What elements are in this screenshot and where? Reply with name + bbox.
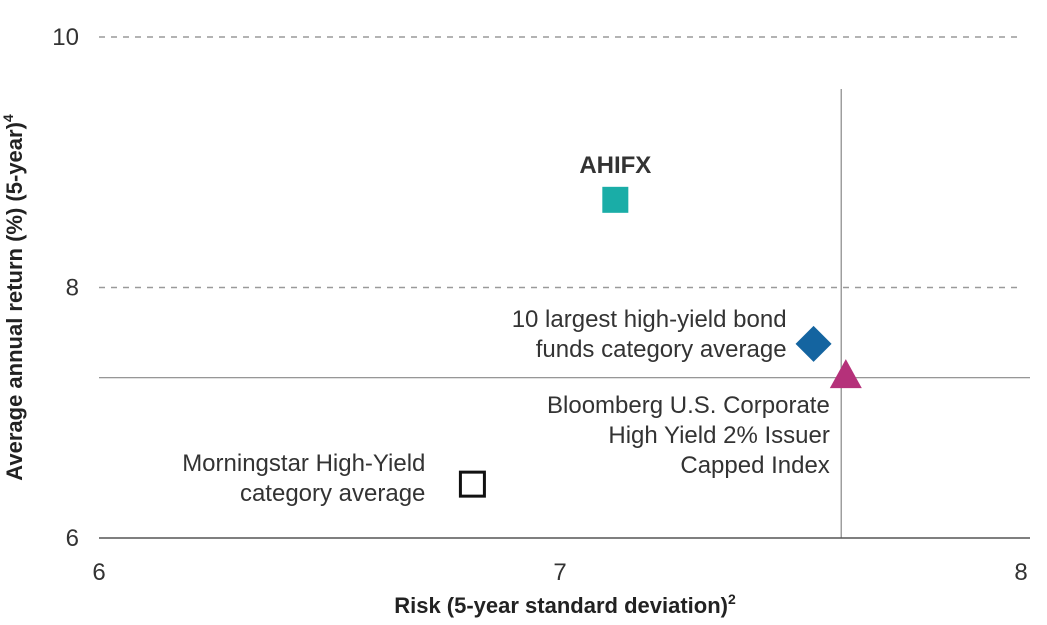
y-tick-labels: 6 8 10 xyxy=(52,24,79,552)
y-axis-title-superscript: 4 xyxy=(0,114,16,122)
x-axis-title-superscript: 2 xyxy=(728,591,736,607)
point-label: 10 largest high-yield bond funds category… xyxy=(512,306,787,363)
point-label-line: Morningstar High-Yield xyxy=(182,450,425,477)
point-label-line: Capped Index xyxy=(680,452,829,479)
point-label-line: category average xyxy=(240,480,425,507)
x-tick-labels: 6 7 8 xyxy=(92,559,1027,586)
point-label-line: High Yield 2% Issuer xyxy=(608,422,829,449)
point-label: Morningstar High-Yield category average xyxy=(182,450,425,507)
gridlines xyxy=(99,37,1021,288)
x-tick-label: 8 xyxy=(1014,559,1027,586)
x-tick-label: 7 xyxy=(553,559,566,586)
marker-ahifx xyxy=(602,187,628,213)
point-label-line: Bloomberg U.S. Corporate xyxy=(547,392,830,419)
x-axis-title-text: Risk (5-year standard deviation) xyxy=(394,593,728,618)
y-axis-title: Average annual return (%) (5-year)4 xyxy=(0,114,27,481)
point-label-line: funds category average xyxy=(536,336,787,363)
y-tick-label: 6 xyxy=(66,525,79,552)
x-axis-title: Risk (5-year standard deviation)2 xyxy=(394,591,736,618)
marker-10-largest xyxy=(796,326,832,362)
x-tick-label: 6 xyxy=(92,559,105,586)
y-tick-label: 8 xyxy=(66,275,79,302)
y-tick-label: 10 xyxy=(52,24,79,51)
marker-bloomberg xyxy=(830,359,862,388)
point-label: AHIFX xyxy=(579,152,651,179)
point-label-line: 10 largest high-yield bond xyxy=(512,306,787,333)
point-label: Bloomberg U.S. Corporate High Yield 2% Is… xyxy=(547,392,830,479)
point-labels: AHIFX 10 largest high-yield bond funds cat… xyxy=(182,152,830,507)
marker-morningstar xyxy=(460,472,484,496)
point-label-line: AHIFX xyxy=(579,152,651,179)
y-axis-title-text: Average annual return (%) (5-year) xyxy=(2,122,27,481)
